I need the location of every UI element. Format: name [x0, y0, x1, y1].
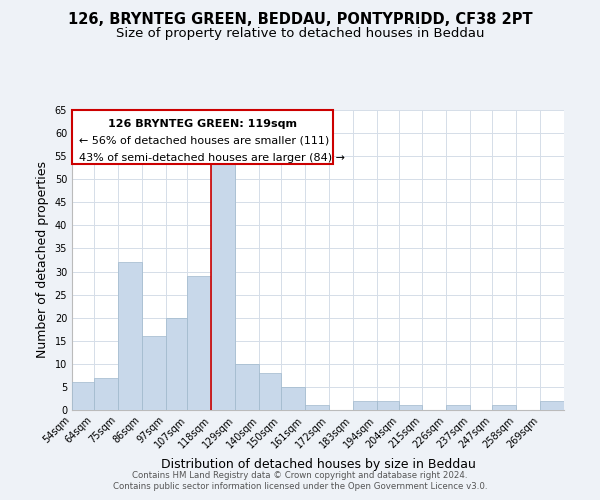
FancyBboxPatch shape: [72, 110, 333, 164]
Y-axis label: Number of detached properties: Number of detached properties: [36, 162, 49, 358]
Bar: [377, 401, 398, 410]
Text: Contains HM Land Registry data © Crown copyright and database right 2024.: Contains HM Land Registry data © Crown c…: [132, 471, 468, 480]
Bar: [211, 161, 235, 410]
Bar: [235, 364, 259, 410]
Bar: [305, 406, 329, 410]
Bar: [118, 262, 142, 410]
Bar: [94, 378, 118, 410]
Bar: [187, 276, 211, 410]
Bar: [142, 336, 166, 410]
X-axis label: Distribution of detached houses by size in Beddau: Distribution of detached houses by size …: [161, 458, 475, 471]
Text: 126, BRYNTEG GREEN, BEDDAU, PONTYPRIDD, CF38 2PT: 126, BRYNTEG GREEN, BEDDAU, PONTYPRIDD, …: [68, 12, 532, 28]
Bar: [353, 401, 377, 410]
Text: 126 BRYNTEG GREEN: 119sqm: 126 BRYNTEG GREEN: 119sqm: [108, 119, 297, 129]
Bar: [72, 382, 94, 410]
Bar: [259, 373, 281, 410]
Bar: [398, 406, 422, 410]
Bar: [540, 401, 564, 410]
Text: Contains public sector information licensed under the Open Government Licence v3: Contains public sector information licen…: [113, 482, 487, 491]
Text: Size of property relative to detached houses in Beddau: Size of property relative to detached ho…: [116, 28, 484, 40]
Bar: [446, 406, 470, 410]
Bar: [166, 318, 187, 410]
Text: ← 56% of detached houses are smaller (111): ← 56% of detached houses are smaller (11…: [79, 136, 329, 146]
Bar: [492, 406, 516, 410]
Bar: [281, 387, 305, 410]
Text: 43% of semi-detached houses are larger (84) →: 43% of semi-detached houses are larger (…: [79, 153, 346, 163]
